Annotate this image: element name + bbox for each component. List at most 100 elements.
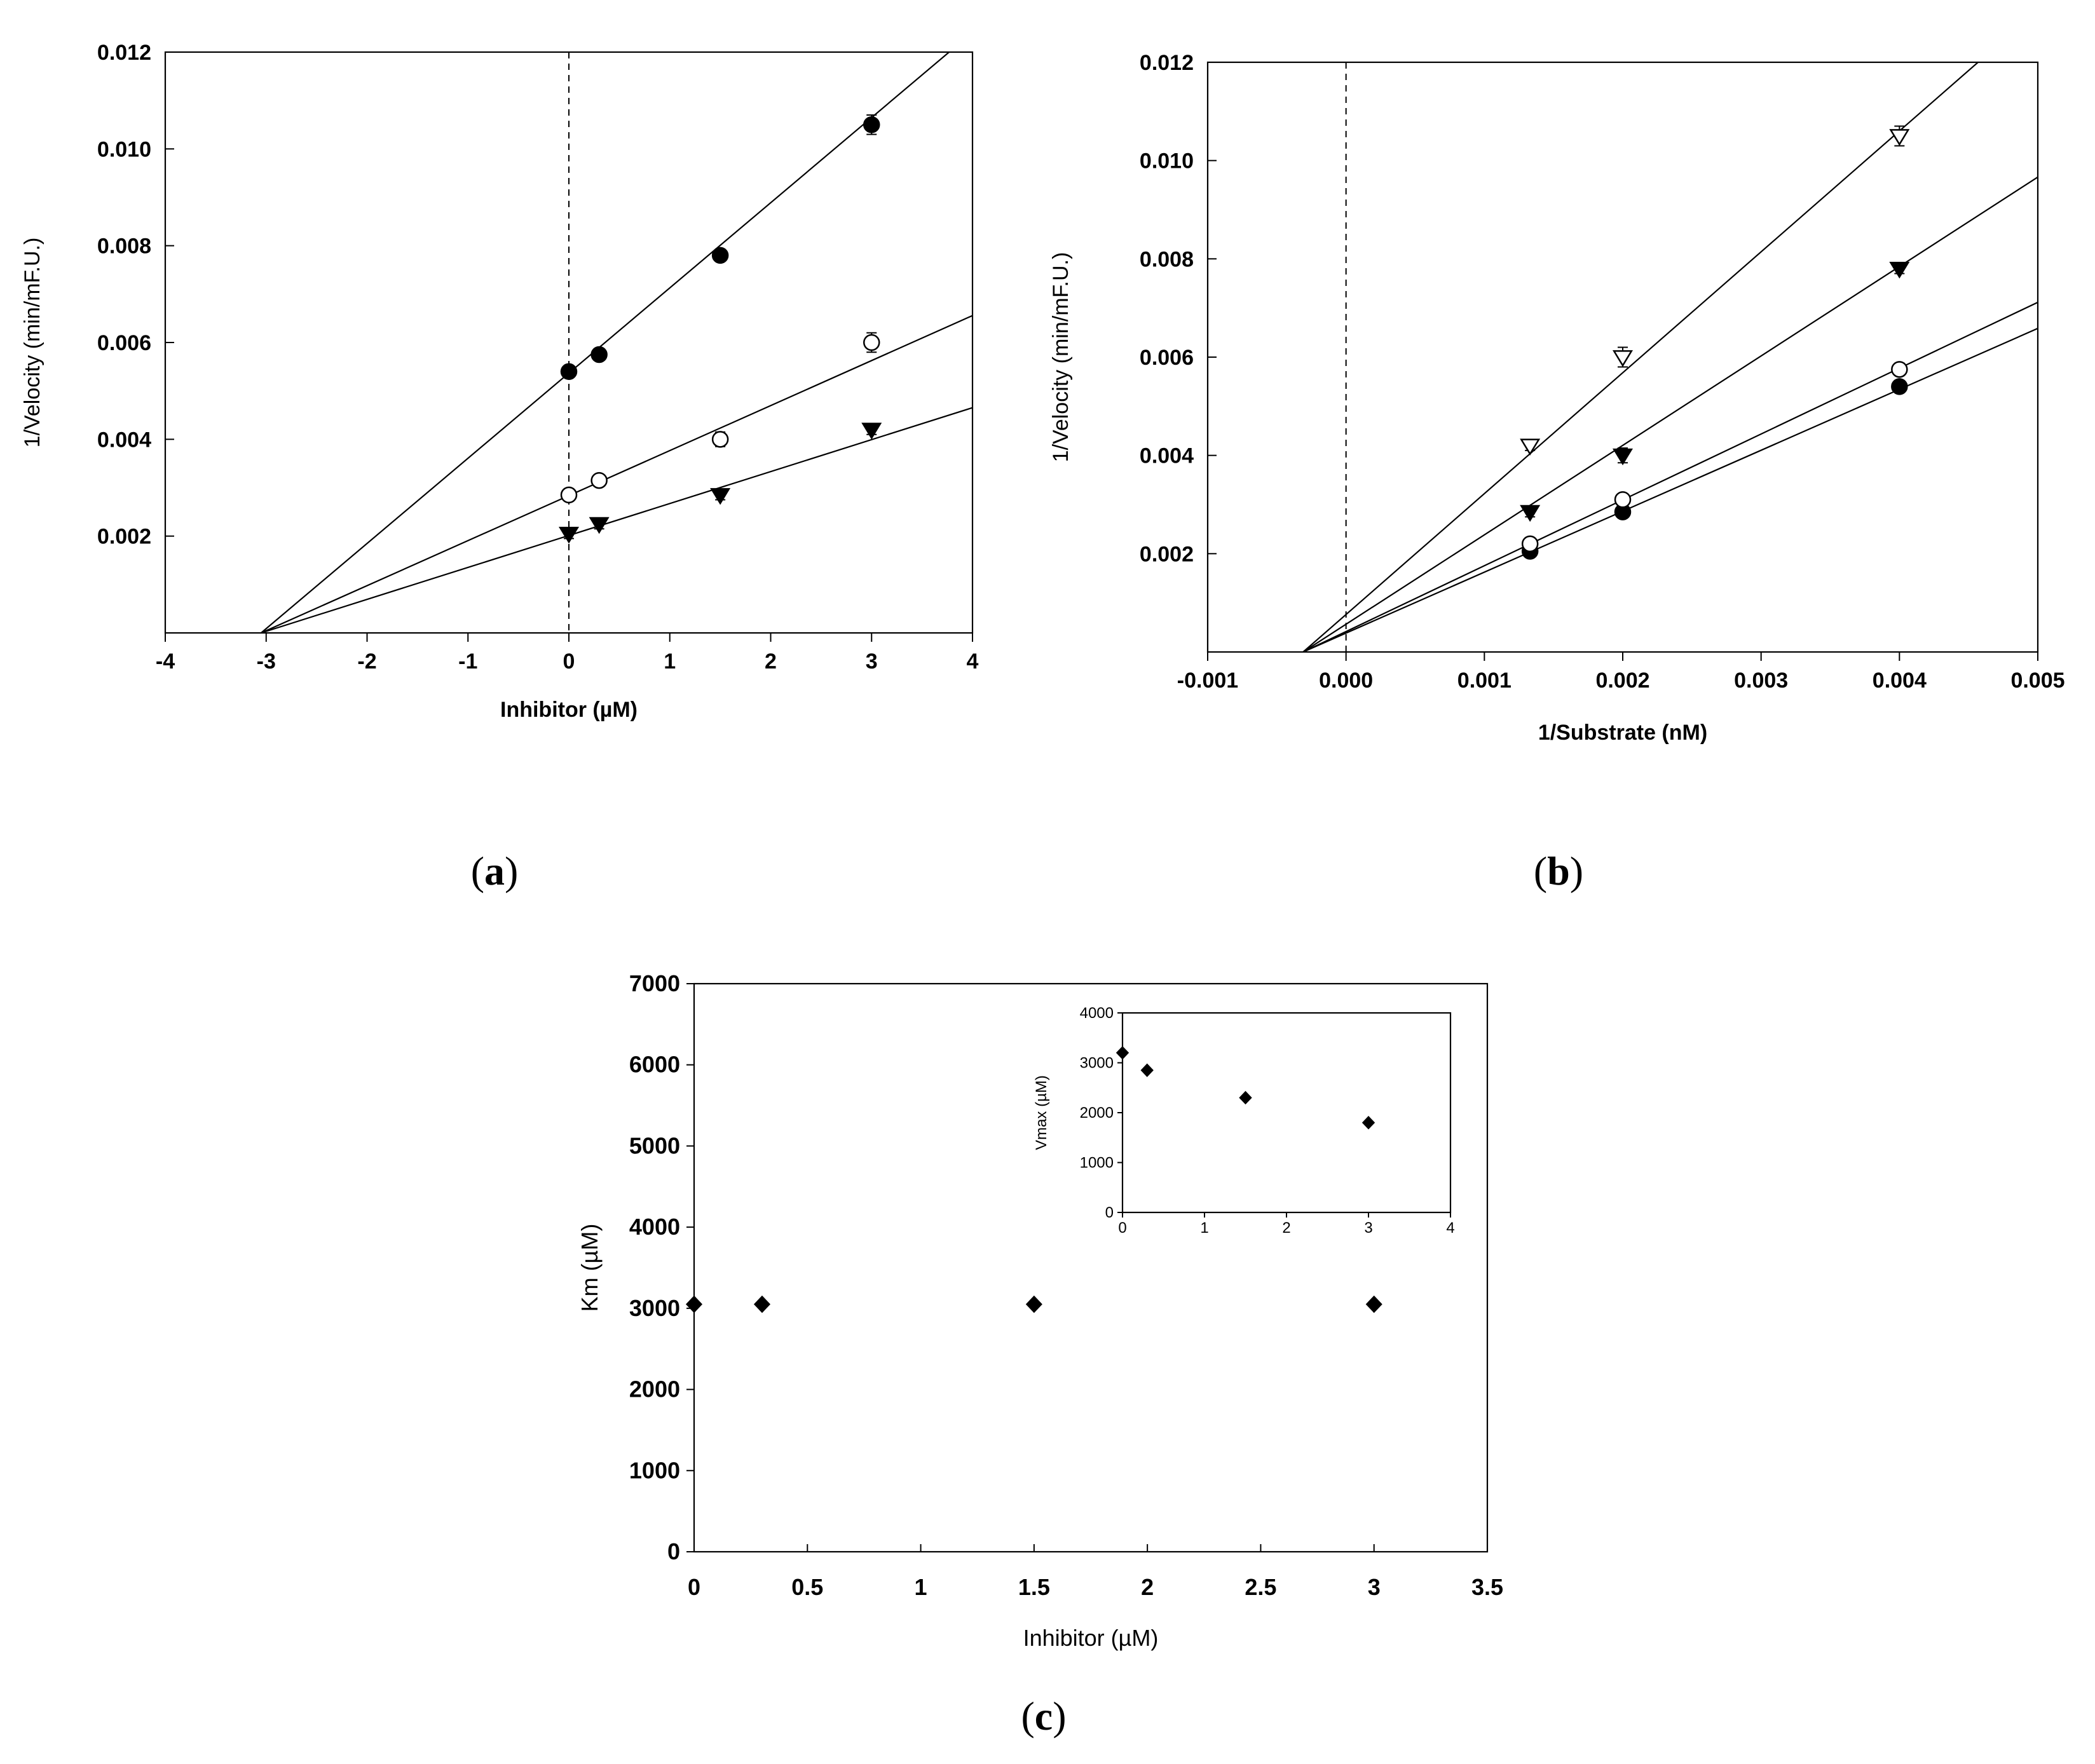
x-tick-label: 0.003 — [1734, 668, 1788, 693]
y-tick-label: 0 — [1105, 1204, 1114, 1221]
panel-c-caption: (c) — [1021, 1693, 1066, 1739]
data-point — [863, 334, 880, 351]
x-tick-label: 2 — [1282, 1219, 1290, 1237]
fit-line — [261, 407, 972, 633]
x-tick-label: 3 — [1368, 1574, 1381, 1600]
y-axis-label: Vmax (µM) — [1033, 1075, 1050, 1150]
data-point — [1520, 505, 1541, 522]
data-point — [1612, 350, 1634, 367]
data-point — [589, 517, 610, 534]
fit-line — [261, 315, 972, 633]
y-axis-label: 1/Velocity (min/mF.U.) — [1049, 252, 1073, 463]
x-tick-label: -1 — [458, 649, 477, 674]
data-point — [590, 472, 608, 489]
x-tick-label: 2 — [1141, 1574, 1154, 1600]
data-point — [710, 488, 731, 505]
data-point — [1025, 1295, 1042, 1313]
x-tick-label: 1.5 — [1018, 1574, 1050, 1600]
y-tick-label: 0.010 — [97, 137, 151, 161]
x-tick-label: 1 — [664, 649, 676, 674]
panel-a-caption: (a) — [471, 848, 519, 893]
y-tick-label: 2000 — [629, 1376, 680, 1402]
data-point — [1612, 448, 1634, 466]
panel-c-chart: 0 0.5 1 1.5 2 2.5 3 3.5 0 1000 2000 3000 4000 5000 600… — [577, 970, 1503, 1651]
data-point — [861, 423, 882, 440]
y-tick-label: 0.002 — [97, 525, 151, 549]
x-tick-label: 0 — [563, 649, 575, 674]
data-point — [753, 1295, 771, 1313]
y-tick-label: 7000 — [629, 970, 680, 996]
panel-a-chart: -4 -3 -2 -1 0 1 2 3 4 0.002 0.004 0.006 0.008 0.010 0.… — [20, 41, 979, 722]
data-point — [1140, 1063, 1154, 1078]
y-tick-label: 3000 — [629, 1295, 680, 1321]
data-point — [1889, 261, 1910, 279]
y-tick-label: 4000 — [629, 1214, 680, 1240]
data-point — [1239, 1090, 1252, 1105]
y-tick-label: 0.012 — [97, 41, 151, 65]
fit-line — [1302, 301, 2038, 652]
data-point — [685, 1295, 703, 1313]
y-tick-label: 0.006 — [97, 331, 151, 355]
x-tick-label: 0.004 — [1873, 668, 1927, 693]
y-tick-label: 0.006 — [1140, 346, 1194, 370]
x-tick-label: -4 — [156, 649, 175, 674]
y-tick-label: 0 — [667, 1538, 680, 1564]
y-tick-label: 0.008 — [1140, 247, 1194, 271]
x-tick-label: 4 — [1446, 1219, 1454, 1237]
x-tick-label: -0.001 — [1177, 668, 1238, 693]
data-point — [711, 247, 729, 264]
x-axis-label: Inhibitor (µM) — [1023, 1625, 1159, 1651]
y-axis-label: 1/Velocity (min/mF.U.) — [20, 238, 44, 448]
x-tick-label: 0.001 — [1457, 668, 1512, 693]
data-point — [1520, 438, 1541, 456]
data-point — [1614, 491, 1632, 508]
data-point — [560, 486, 578, 504]
x-tick-label: 0.005 — [2010, 668, 2064, 693]
x-tick-label: -2 — [357, 649, 376, 674]
x-tick-label: 0 — [1118, 1219, 1126, 1237]
inset-background — [1123, 1013, 1450, 1212]
x-tick-label: 1 — [915, 1574, 927, 1600]
y-tick-label: 4000 — [1080, 1005, 1114, 1022]
y-tick-label: 0.010 — [1140, 149, 1194, 173]
x-tick-label: 0 — [688, 1574, 700, 1600]
y-tick-label: 3000 — [1080, 1055, 1114, 1072]
y-tick-label: 1000 — [1080, 1155, 1114, 1172]
data-point — [1891, 378, 1908, 395]
x-axis-label: Inhibitor (µM) — [500, 698, 638, 722]
fit-lines — [1302, 62, 2038, 652]
x-tick-label: 0.000 — [1319, 668, 1373, 693]
fit-line — [1302, 176, 2038, 652]
panel-b-caption: (b) — [1534, 848, 1583, 893]
data-point — [560, 363, 578, 380]
x-tick-label: 3 — [1364, 1219, 1372, 1237]
data-point — [1889, 129, 1910, 146]
y-tick-label: 0.002 — [1140, 542, 1194, 566]
panel-b-chart: -0.001 0.000 0.001 0.002 0.003 0.004 0.005 0.00… — [1049, 51, 2065, 745]
x-axis-label: 1/Substrate (nM) — [1538, 721, 1707, 745]
x-tick-label: 2 — [765, 649, 777, 674]
data-point — [711, 431, 729, 448]
plot-frame — [693, 982, 1489, 1553]
fit-line — [1302, 62, 1979, 652]
data-point — [863, 116, 880, 133]
data-point — [1116, 1046, 1129, 1060]
fit-line — [1302, 327, 2038, 652]
x-tick-label: 2.5 — [1245, 1574, 1276, 1600]
data-point — [1521, 535, 1539, 553]
x-tick-label: 0.002 — [1595, 668, 1649, 693]
x-tick-label: 3 — [866, 649, 878, 674]
y-axis-label: Km (µM) — [577, 1224, 603, 1312]
data-point — [1891, 361, 1908, 378]
x-tick-label: 3.5 — [1471, 1574, 1503, 1600]
panel-c-inset-chart: 0 1 2 3 4 0 1000 2000 3000 4000 Vmax (µM) — [1033, 1005, 1455, 1237]
y-tick-label: 2000 — [1080, 1104, 1114, 1122]
x-tick-label: 1 — [1200, 1219, 1208, 1237]
fit-line — [261, 52, 950, 633]
y-tick-label: 0.012 — [1140, 51, 1194, 75]
data-point — [1361, 1115, 1375, 1130]
y-tick-label: 1000 — [629, 1457, 680, 1483]
x-tick-label: -3 — [257, 649, 276, 674]
